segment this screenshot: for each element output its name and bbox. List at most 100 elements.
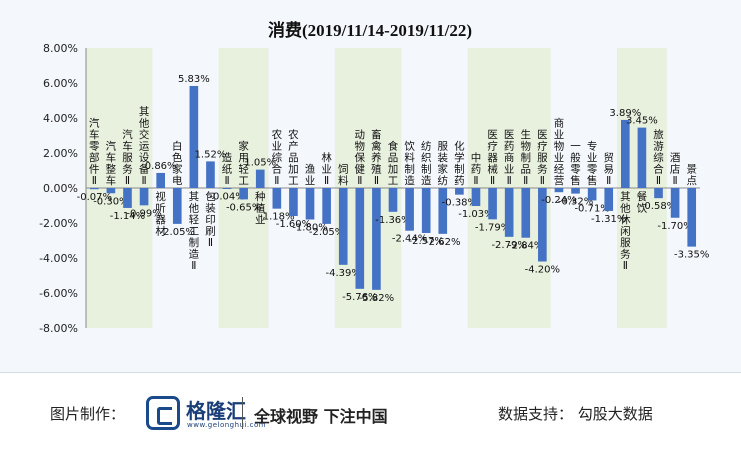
data-label: -4.39% <box>326 268 361 279</box>
bar <box>322 188 331 224</box>
data-label: -0.07% <box>77 192 112 203</box>
bar <box>538 188 547 262</box>
data-label: -1.03% <box>458 209 493 220</box>
category-label: 汽车整车 <box>106 140 117 188</box>
bar <box>438 188 448 234</box>
bar <box>338 188 348 265</box>
brand-name: 格隆汇 <box>186 399 246 423</box>
bar <box>455 188 464 195</box>
brand-url: www.gelonghui.com <box>187 421 267 429</box>
bar <box>156 172 165 188</box>
y-tick-label: 0.00% <box>43 182 78 195</box>
category-label: 医疗器械 Ⅱ <box>487 129 498 187</box>
data-label: -0.30% <box>93 196 128 207</box>
bar <box>670 188 680 218</box>
bar <box>621 119 630 188</box>
bar <box>123 188 132 208</box>
bar <box>504 188 514 237</box>
category-label: 包装印刷 Ⅱ <box>205 190 216 249</box>
bar <box>255 169 265 188</box>
data-label: -0.65% <box>226 202 261 213</box>
category-label: 景点 <box>686 164 697 188</box>
category-label: 食品加工 <box>388 140 399 188</box>
bar <box>206 161 215 188</box>
y-tick-label: 4.00% <box>43 112 78 125</box>
data-label: -5.76% <box>342 292 377 303</box>
bar <box>571 188 580 194</box>
slogan: 全球视野 下注中国 <box>254 407 388 426</box>
category-label: 医疗服务 Ⅱ <box>537 129 548 187</box>
category-label: 农业综合 Ⅱ <box>272 128 283 187</box>
data-label: 3.45% <box>626 116 658 127</box>
bar <box>106 188 116 194</box>
footer: 图片制作： 格隆汇 www.gelonghui.com 全球视野 下注中国 数据… <box>0 373 741 451</box>
data-label: -1.36% <box>375 215 410 226</box>
data-label: -4.20% <box>525 265 560 276</box>
y-tick-label: -4.00% <box>39 252 78 265</box>
chart-title: 消费(2019/11/14-2019/11/22) <box>268 20 472 40</box>
bar <box>272 188 282 209</box>
data-label: -0.71% <box>574 203 609 214</box>
footer-divider <box>242 397 243 429</box>
category-label: 酒店 Ⅱ <box>670 151 681 187</box>
bar <box>89 188 99 190</box>
bar <box>289 188 298 216</box>
y-tick-label: 2.00% <box>43 147 78 160</box>
bar <box>471 188 481 207</box>
bar <box>687 188 697 247</box>
data-label: -0.04% <box>209 192 244 203</box>
data-label: -1.70% <box>657 221 692 232</box>
data-label: -1.31% <box>591 214 626 225</box>
data-label: -0.99% <box>126 208 161 219</box>
data-label: -3.35% <box>674 250 709 261</box>
category-label: 林业 Ⅱ <box>321 151 332 187</box>
data-label: -5.82% <box>359 293 394 304</box>
bar <box>372 188 381 290</box>
category-label: 其他轻工制造 Ⅱ <box>189 191 200 272</box>
data-label: -1.79% <box>475 222 510 233</box>
bar <box>355 188 365 289</box>
y-tick-label: 6.00% <box>43 77 78 90</box>
brand-logo-icon <box>146 396 180 430</box>
category-label: 白色家电 <box>172 140 183 188</box>
bar <box>521 188 531 238</box>
data-label: -2.57% <box>408 236 443 247</box>
bar-chart: 消费(2019/11/14-2019/11/22) 8.00% 6.00% 4.00%… <box>39 20 709 335</box>
category-label: 种植业 <box>255 190 266 226</box>
bar <box>604 188 614 211</box>
category-label: 其他休闲服务 Ⅱ <box>620 191 631 272</box>
bar <box>587 188 597 201</box>
category-label: 服装家纺 <box>438 141 449 188</box>
data-label: 0.86% <box>145 161 177 172</box>
category-label: 渔业 <box>305 164 316 188</box>
category-label: 畜禽养殖 Ⅱ <box>371 128 382 187</box>
bar <box>305 188 315 220</box>
category-label: 中药 Ⅱ <box>471 151 482 187</box>
category-label: 汽车零部件 Ⅱ <box>89 117 100 188</box>
bar <box>421 188 431 233</box>
category-label: 一般零售 <box>570 141 581 188</box>
category-label: 汽车服务 Ⅱ <box>122 128 133 187</box>
bar <box>637 127 647 188</box>
bar <box>554 188 564 193</box>
category-label: 贸易 Ⅱ <box>603 152 614 187</box>
bar <box>405 188 414 231</box>
bar <box>388 188 398 212</box>
data-label: -1.14% <box>110 211 145 222</box>
data-label: -0.32% <box>558 197 593 208</box>
category-label: 专业零售 <box>587 140 598 188</box>
bar <box>222 188 232 189</box>
category-label: 饲料 <box>338 163 349 188</box>
data-label: -2.44% <box>392 234 427 245</box>
category-label: 家用轻工 <box>238 140 249 188</box>
data-label: -0.24% <box>541 195 576 206</box>
made-by-label: 图片制作： <box>50 405 126 423</box>
category-label: 生物制品 Ⅱ <box>521 128 532 187</box>
data-label: 3.89% <box>609 108 641 119</box>
category-label: 化学制药 <box>454 140 465 188</box>
y-tick-label: 8.00% <box>43 42 78 55</box>
bar <box>239 188 248 200</box>
category-label: 纺织制造 <box>421 140 432 188</box>
category-label: 其他交运设备 Ⅱ <box>139 106 150 187</box>
category-label: 农产品加工 <box>288 128 299 187</box>
